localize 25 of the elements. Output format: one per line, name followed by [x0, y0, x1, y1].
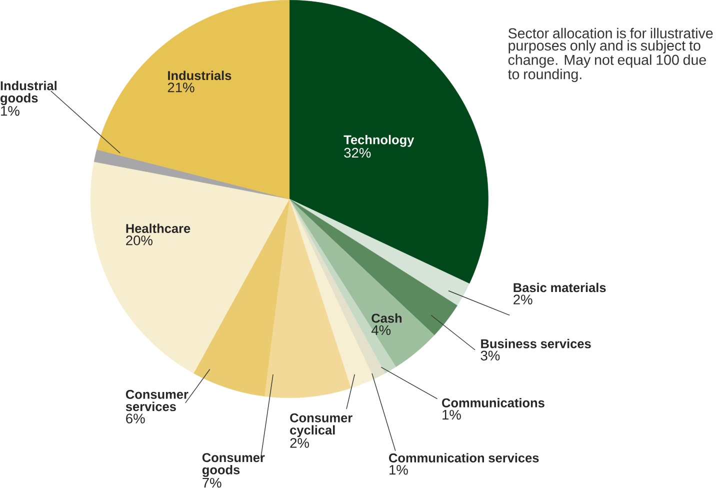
slice-label: Communication services [389, 453, 539, 463]
data-label: 21% [168, 82, 194, 92]
data-label: 1% [442, 410, 461, 420]
slice-label: Industrials [168, 70, 232, 80]
slice-label: Industrial goods [0, 81, 56, 106]
slice-label: Consumer services [126, 390, 188, 412]
data-label: 2% [514, 294, 532, 305]
data-label: 6% [126, 414, 145, 424]
slice-label: Business services [481, 339, 591, 348]
slice-label: Cash [372, 314, 402, 323]
slice-label: Healthcare [126, 224, 190, 234]
slice-label: Technology [344, 135, 414, 148]
data-label: 3% [480, 350, 500, 361]
slice-label: Consumer cyclical [290, 414, 352, 438]
data-label: 2% [290, 438, 309, 448]
data-label: 1% [390, 465, 408, 475]
slice-label: Basic materials [514, 283, 606, 292]
data-label: 1% [1, 106, 20, 116]
slice-label: Consumer goods [202, 453, 265, 478]
data-label: 32% [344, 148, 371, 158]
data-label: 7% [202, 478, 222, 488]
data-label: 20% [126, 236, 152, 246]
text: Sector allocation is for illustrative purposes only and is subject to change. May not equal 100 due to rounding. [508, 28, 713, 82]
data-label: 4% [371, 326, 391, 336]
slice-label: Communications [442, 398, 544, 408]
